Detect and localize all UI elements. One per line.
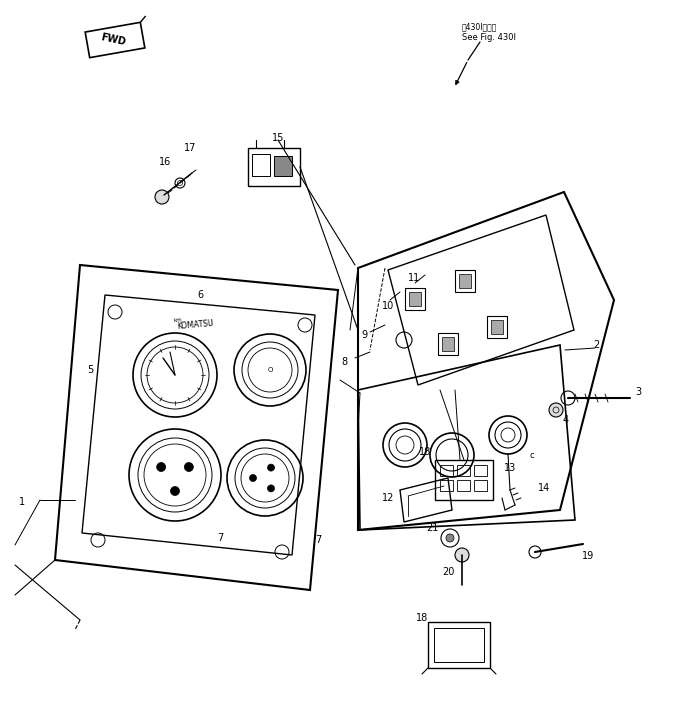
Circle shape — [268, 485, 275, 492]
Text: FWD: FWD — [100, 32, 127, 47]
Text: 10: 10 — [382, 301, 394, 311]
Bar — [442, 337, 454, 351]
Text: 20: 20 — [442, 567, 454, 577]
Circle shape — [184, 462, 193, 472]
Circle shape — [171, 486, 180, 496]
Text: 5: 5 — [87, 365, 93, 375]
Bar — [491, 320, 503, 334]
Bar — [487, 316, 507, 338]
Text: 21: 21 — [426, 523, 438, 533]
Bar — [405, 288, 425, 310]
Text: See Fig. 430I: See Fig. 430I — [462, 33, 516, 42]
Bar — [474, 465, 487, 476]
Circle shape — [446, 534, 454, 542]
Circle shape — [455, 548, 469, 562]
Text: 19: 19 — [582, 551, 594, 561]
Bar — [428, 622, 490, 668]
Text: 11: 11 — [408, 273, 420, 283]
Circle shape — [250, 474, 257, 481]
Text: 9: 9 — [361, 330, 367, 340]
Text: 4: 4 — [563, 415, 569, 425]
Text: O: O — [268, 367, 272, 373]
Text: 3: 3 — [635, 387, 641, 397]
Bar — [438, 333, 458, 355]
Bar — [474, 480, 487, 491]
Bar — [457, 480, 470, 491]
Bar — [457, 465, 470, 476]
Text: 7: 7 — [315, 535, 321, 545]
Circle shape — [155, 190, 169, 204]
Circle shape — [268, 464, 275, 471]
Text: KOMATSU: KOMATSU — [176, 319, 214, 331]
Text: c: c — [530, 450, 535, 460]
Bar — [252, 154, 270, 176]
Bar — [440, 465, 453, 476]
Text: 13: 13 — [504, 463, 516, 473]
Text: 18: 18 — [419, 447, 431, 457]
Text: 2: 2 — [593, 340, 599, 350]
Bar — [434, 628, 484, 662]
Text: km: km — [173, 317, 182, 323]
Circle shape — [549, 403, 563, 417]
Text: 18: 18 — [416, 613, 428, 623]
Bar — [440, 480, 453, 491]
Text: 第430I図参照: 第430I図参照 — [462, 22, 497, 31]
Text: 17: 17 — [184, 143, 196, 153]
Circle shape — [157, 462, 166, 472]
Bar — [274, 156, 292, 176]
Bar — [455, 270, 475, 292]
Bar — [459, 274, 471, 288]
Text: 14: 14 — [538, 483, 550, 493]
Text: 16: 16 — [159, 157, 171, 167]
Text: 8: 8 — [341, 357, 347, 367]
Bar — [435, 460, 493, 500]
Text: 15: 15 — [272, 133, 284, 143]
Text: 6: 6 — [197, 290, 203, 300]
Bar — [409, 292, 421, 306]
Text: 12: 12 — [382, 493, 394, 503]
Text: 1: 1 — [19, 497, 25, 507]
Text: 7: 7 — [217, 533, 223, 543]
Bar — [248, 148, 300, 186]
